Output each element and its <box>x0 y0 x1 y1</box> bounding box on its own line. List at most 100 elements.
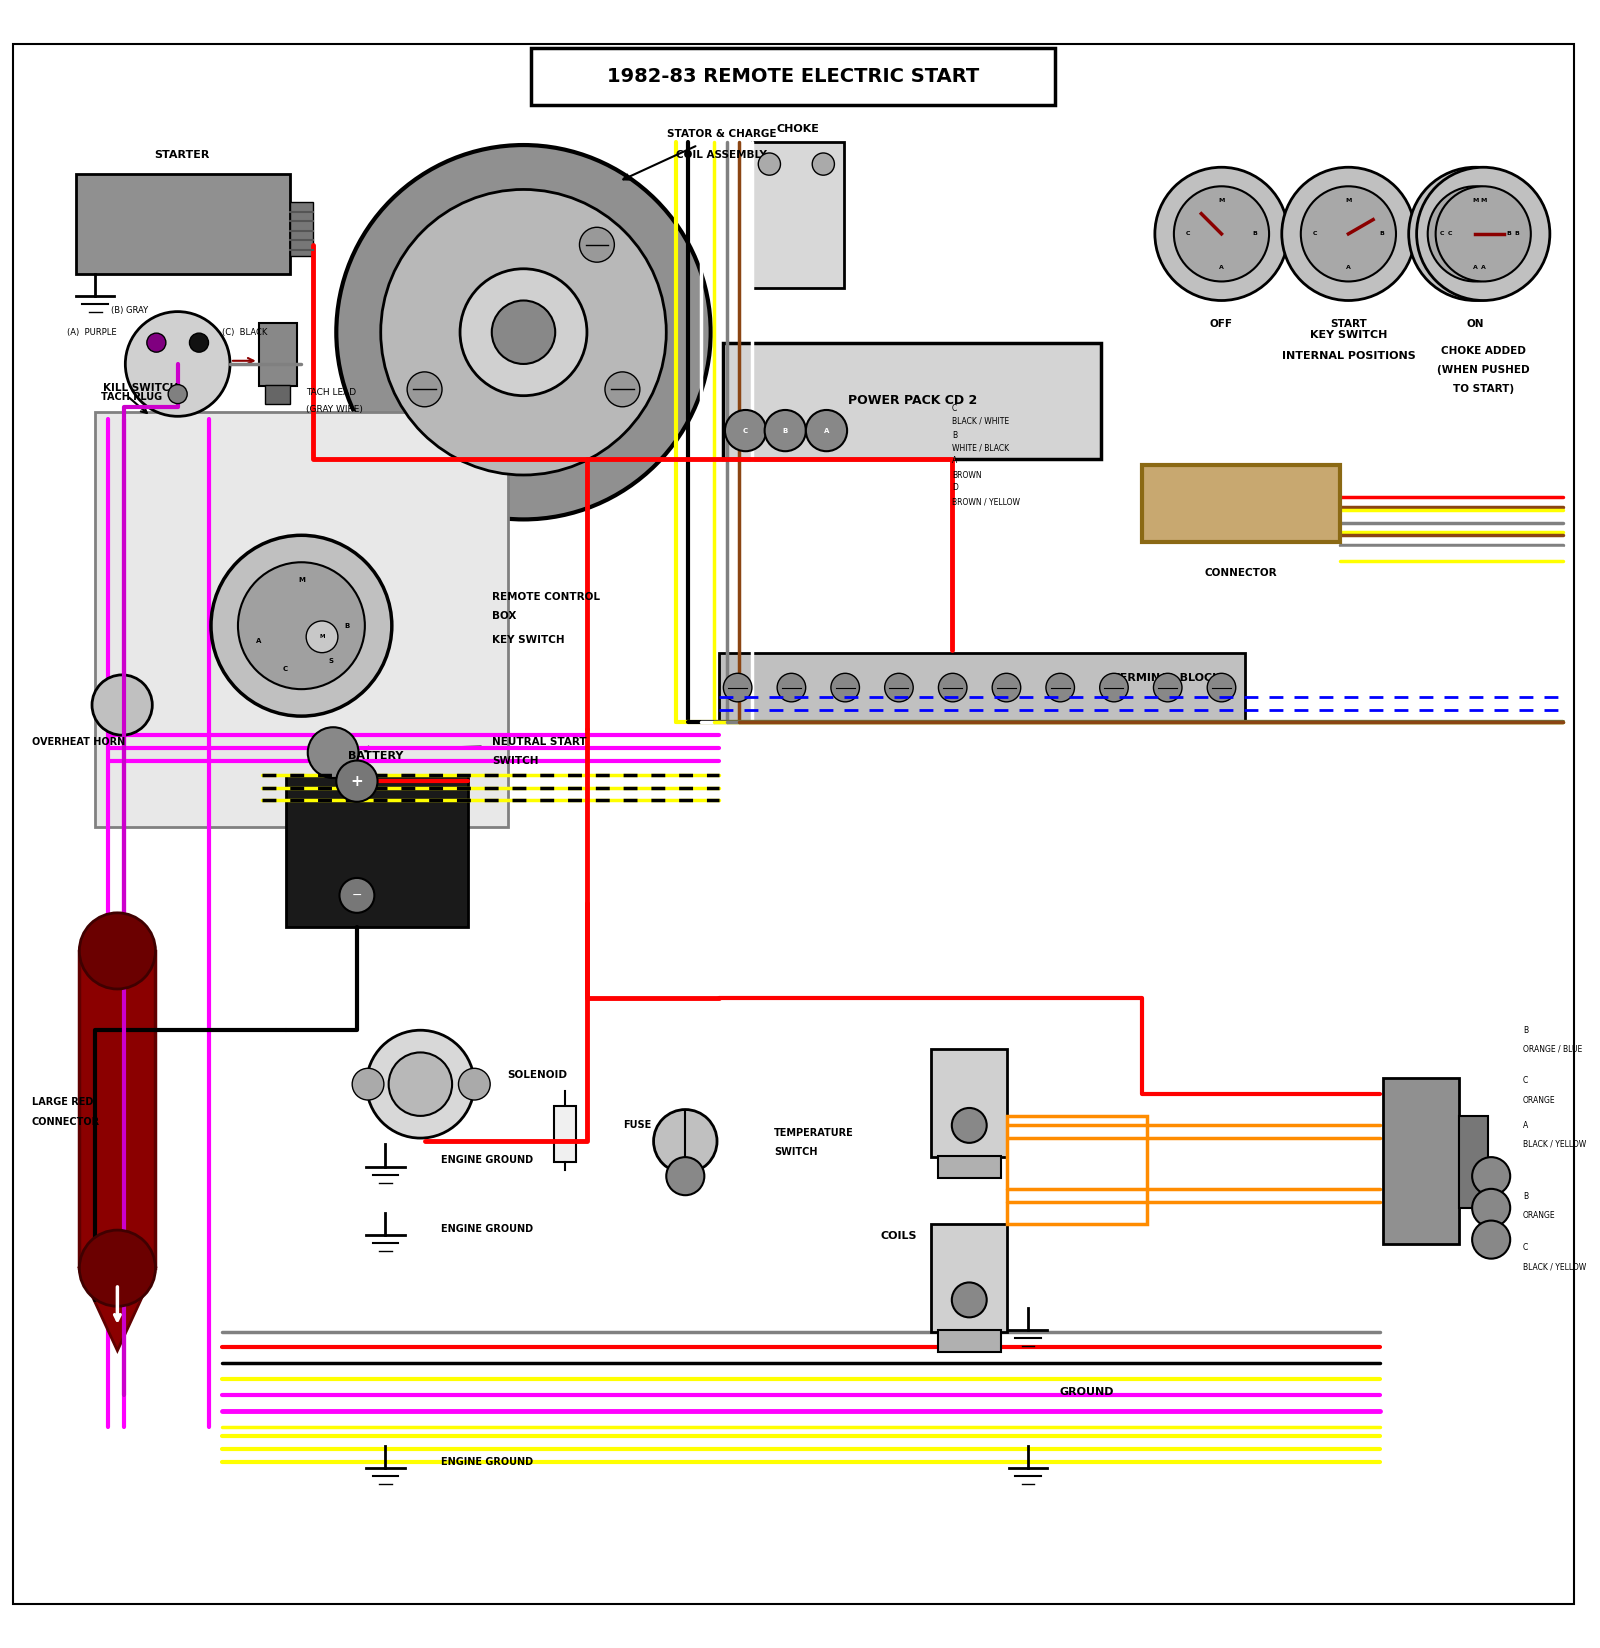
FancyBboxPatch shape <box>723 343 1101 460</box>
Text: B: B <box>1379 231 1384 236</box>
FancyBboxPatch shape <box>259 323 296 386</box>
Circle shape <box>406 372 442 407</box>
Text: ORANGE / BLUE: ORANGE / BLUE <box>1523 1045 1582 1053</box>
Text: A: A <box>824 427 829 433</box>
Text: A: A <box>1523 1121 1528 1131</box>
Text: B: B <box>782 427 787 433</box>
Text: REMOTE CONTROL: REMOTE CONTROL <box>491 592 600 602</box>
Text: OFF: OFF <box>1210 320 1234 330</box>
Circle shape <box>1046 674 1075 702</box>
Text: ENGINE GROUND: ENGINE GROUND <box>442 1457 533 1467</box>
Circle shape <box>93 676 152 735</box>
Text: C: C <box>283 666 288 672</box>
Circle shape <box>765 410 806 452</box>
Circle shape <box>806 410 846 452</box>
Text: M: M <box>1218 198 1224 203</box>
Text: TACH LEAD: TACH LEAD <box>306 387 357 397</box>
Circle shape <box>1282 166 1414 300</box>
Circle shape <box>725 410 766 452</box>
Text: ORANGE: ORANGE <box>1523 1096 1555 1104</box>
Text: C: C <box>952 404 957 414</box>
FancyBboxPatch shape <box>1459 1116 1488 1208</box>
FancyBboxPatch shape <box>285 775 467 928</box>
Text: A: A <box>1346 265 1350 270</box>
Text: 1982-83 REMOTE ELECTRIC START: 1982-83 REMOTE ELECTRIC START <box>606 68 979 86</box>
Polygon shape <box>80 1269 155 1351</box>
Circle shape <box>339 878 374 913</box>
Circle shape <box>952 1282 987 1317</box>
Circle shape <box>238 562 365 689</box>
Circle shape <box>459 1068 490 1099</box>
FancyBboxPatch shape <box>718 653 1245 722</box>
Circle shape <box>605 372 640 407</box>
Text: NEUTRAL START: NEUTRAL START <box>491 737 586 747</box>
FancyBboxPatch shape <box>931 1050 1008 1157</box>
Text: BLACK / YELLOW: BLACK / YELLOW <box>1523 1140 1586 1149</box>
FancyBboxPatch shape <box>1142 465 1341 542</box>
Circle shape <box>992 674 1021 702</box>
Circle shape <box>1472 1221 1510 1259</box>
Circle shape <box>1408 166 1542 300</box>
Text: A: A <box>1480 265 1486 270</box>
Circle shape <box>1435 186 1531 282</box>
Circle shape <box>1099 674 1128 702</box>
FancyBboxPatch shape <box>1384 1078 1459 1244</box>
Text: (B) GRAY: (B) GRAY <box>110 305 149 315</box>
Text: C: C <box>1440 231 1445 236</box>
Circle shape <box>307 727 358 778</box>
Circle shape <box>1301 186 1395 282</box>
Text: A: A <box>1474 265 1478 270</box>
Text: POWER PACK CD 2: POWER PACK CD 2 <box>848 394 976 407</box>
Circle shape <box>211 536 392 717</box>
Text: A: A <box>952 456 957 465</box>
Text: C: C <box>1314 231 1317 236</box>
Circle shape <box>189 333 208 353</box>
Circle shape <box>885 674 914 702</box>
Text: M: M <box>1346 198 1352 203</box>
Text: M: M <box>1480 198 1486 203</box>
Text: A: A <box>1219 265 1224 270</box>
Circle shape <box>336 145 710 519</box>
Circle shape <box>952 1107 987 1142</box>
Circle shape <box>778 674 806 702</box>
Text: C: C <box>1523 1243 1528 1252</box>
FancyBboxPatch shape <box>938 1155 1002 1178</box>
Circle shape <box>491 300 555 364</box>
Text: CONNECTOR: CONNECTOR <box>1205 569 1277 578</box>
Circle shape <box>758 153 781 175</box>
Text: D: D <box>952 483 958 493</box>
Text: KEY SWITCH: KEY SWITCH <box>491 634 565 644</box>
Circle shape <box>666 1157 704 1195</box>
Text: TACH PLUG: TACH PLUG <box>101 392 162 402</box>
Text: C: C <box>1448 231 1453 236</box>
Circle shape <box>1174 186 1269 282</box>
Circle shape <box>1472 1188 1510 1226</box>
Text: GROUND: GROUND <box>1059 1388 1114 1398</box>
Circle shape <box>1155 166 1288 300</box>
Circle shape <box>366 1030 474 1139</box>
Text: (GRAY WIRE): (GRAY WIRE) <box>306 405 363 414</box>
Circle shape <box>336 760 378 803</box>
Circle shape <box>830 674 859 702</box>
Circle shape <box>147 333 166 353</box>
Text: COILS: COILS <box>880 1231 917 1241</box>
Circle shape <box>1416 166 1550 300</box>
Text: LARGE RED: LARGE RED <box>32 1096 93 1106</box>
Text: B: B <box>1514 231 1518 236</box>
FancyBboxPatch shape <box>531 48 1054 105</box>
FancyBboxPatch shape <box>290 203 312 255</box>
Circle shape <box>1472 1157 1510 1195</box>
Text: STARTER: STARTER <box>155 150 210 160</box>
Text: TERMINAL BLOCK: TERMINAL BLOCK <box>1112 672 1221 682</box>
Circle shape <box>461 269 587 396</box>
Circle shape <box>125 311 230 417</box>
Text: C: C <box>1186 231 1190 236</box>
Text: INTERNAL POSITIONS: INTERNAL POSITIONS <box>1282 351 1416 361</box>
Text: C: C <box>1523 1076 1528 1086</box>
Text: B: B <box>344 623 350 628</box>
Circle shape <box>1427 186 1523 282</box>
Text: TEMPERATURE: TEMPERATURE <box>774 1129 854 1139</box>
Text: M: M <box>298 577 306 583</box>
Text: TO START): TO START) <box>1453 384 1514 394</box>
FancyBboxPatch shape <box>77 173 290 274</box>
